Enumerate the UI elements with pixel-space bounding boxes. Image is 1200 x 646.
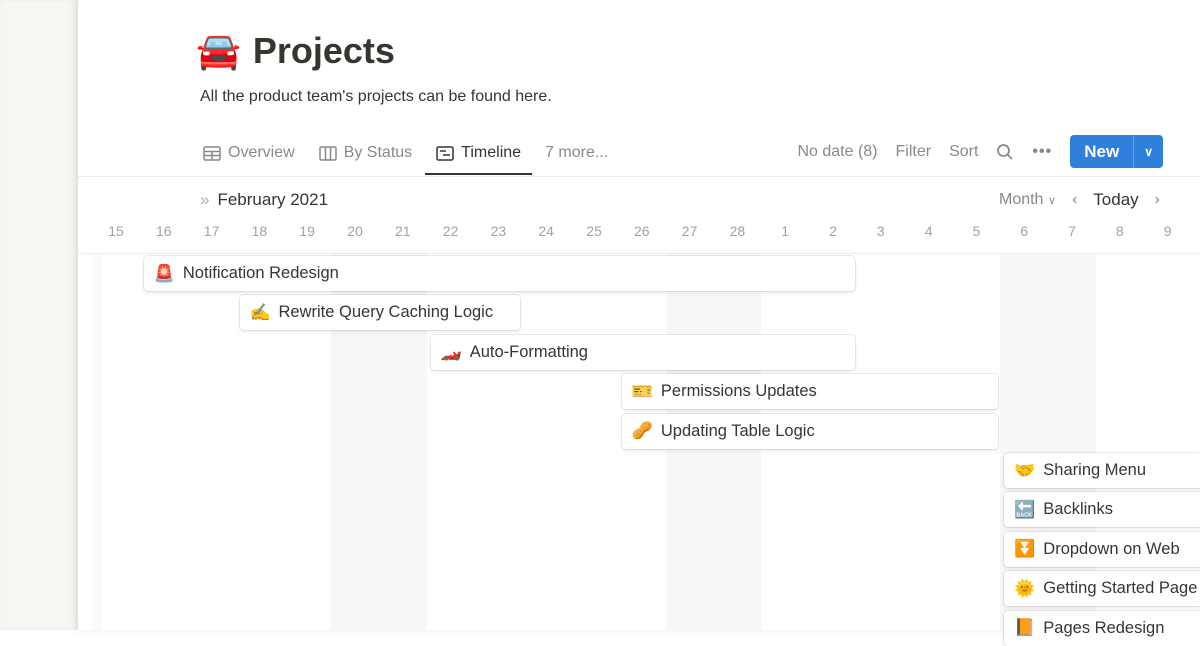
day-label: 18 [251, 223, 268, 239]
day-label: 6 [1020, 223, 1029, 239]
scale-dropdown[interactable]: Month ∨ [999, 191, 1056, 209]
item-icon: ✍️ [249, 302, 271, 322]
tab-timeline[interactable]: Timeline [425, 133, 532, 175]
no-date-button[interactable]: No date (8) [797, 142, 878, 160]
scale-label: Month [998, 191, 1044, 208]
day-label: 24 [538, 223, 554, 239]
day-label: 20 [347, 223, 363, 239]
database-toolbar: No date (8) Filter Sort ••• New ∨ [797, 135, 1163, 168]
item-icon: 🔙 [1014, 499, 1036, 519]
timeline-item[interactable]: 🏎️ Auto-Formatting [430, 334, 855, 370]
page-title: 🚘 Projects [196, 30, 395, 72]
item-name: Updating Table Logic [660, 421, 815, 440]
day-label: 19 [299, 223, 315, 239]
tab-label: 7 more... [545, 144, 609, 161]
day-label: 5 [972, 223, 981, 239]
item-name: Pages Redesign [1043, 618, 1165, 637]
item-icon: 🌞 [1014, 578, 1036, 598]
main-content: 🚘 Projects All the product team's projec… [78, 0, 1200, 646]
tab-label: By Status [343, 144, 413, 161]
item-icon: 🚨 [153, 263, 176, 283]
timeline-item[interactable]: ✍️ Rewrite Query Caching Logic [239, 295, 521, 331]
tab-label: Overview [228, 144, 295, 161]
divider [78, 176, 1200, 177]
day-label: 16 [156, 223, 172, 239]
month-label: February 2021 [217, 190, 329, 209]
item-name: Rewrite Query Caching Logic [278, 303, 494, 322]
item-icon: ⏬ [1014, 539, 1036, 559]
item-icon: 🤝 [1014, 460, 1036, 480]
page-description: All the product team's projects can be f… [200, 88, 552, 105]
more-options-icon[interactable]: ••• [1032, 142, 1053, 160]
day-label: 22 [442, 223, 459, 239]
item-name: Notification Redesign [182, 264, 339, 282]
day-label: 27 [681, 223, 698, 239]
new-button[interactable]: New ∨ [1070, 135, 1163, 168]
next-icon[interactable]: › [1154, 191, 1160, 208]
timeline-item[interactable]: 🔙 Backlinks [1004, 492, 1200, 528]
timeline-item[interactable]: 📙 Pages Redesign [1004, 610, 1200, 646]
item-name: Permissions Updates [660, 382, 817, 401]
timeline-item[interactable]: 🚨 Notification Redesign [143, 256, 855, 291]
timeline-item[interactable]: 🤝 Sharing Menu [1004, 453, 1200, 488]
double-chevron-icon[interactable]: » [200, 190, 210, 209]
view-tabs: Overview By Status Timeline 7 more... [200, 133, 629, 176]
day-label: 3 [876, 223, 885, 239]
day-label: 7 [1068, 223, 1076, 239]
item-icon: 🥜 [631, 421, 654, 441]
board-icon [318, 145, 337, 161]
chevron-down-icon[interactable]: ∨ [1133, 135, 1163, 168]
page-title-text[interactable]: Projects [252, 30, 395, 71]
day-label: 2 [829, 223, 837, 239]
tab-overview[interactable]: Overview [200, 133, 298, 173]
timeline-item[interactable]: 🌞 Getting Started Page [1004, 571, 1200, 607]
item-icon: 🎫 [631, 381, 654, 401]
timeline-icon [436, 145, 454, 161]
item-icon: 🏎️ [440, 342, 462, 362]
day-label: 1 [781, 223, 790, 239]
item-name: Auto-Formatting [469, 342, 588, 361]
day-label: 8 [1115, 223, 1124, 239]
day-label: 15 [108, 223, 124, 239]
divider [78, 253, 1200, 254]
day-label: 17 [203, 223, 220, 239]
day-label: 23 [490, 223, 507, 239]
item-icon: 📙 [1014, 618, 1036, 638]
item-name: Backlinks [1043, 500, 1113, 519]
day-label: 28 [729, 223, 746, 239]
item-name: Getting Started Page [1043, 579, 1198, 598]
sidebar [0, 0, 78, 630]
sort-button[interactable]: Sort [949, 142, 979, 160]
tab-by-status[interactable]: By Status [316, 133, 415, 173]
timeline-item[interactable]: 🎫 Permissions Updates [621, 374, 999, 410]
chevron-down-icon: ∨ [1047, 195, 1056, 207]
search-icon[interactable] [996, 143, 1014, 161]
timeline-month: » February 2021 [200, 190, 328, 210]
grid-edge [92, 254, 102, 630]
item-name: Sharing Menu [1043, 461, 1147, 479]
day-label: 25 [586, 223, 602, 239]
table-icon [203, 145, 221, 161]
timeline-item[interactable]: ⏬ Dropdown on Web [1004, 531, 1200, 567]
prev-icon[interactable]: ‹ [1071, 191, 1078, 208]
day-label: 21 [395, 223, 411, 239]
tab-label: Timeline [461, 144, 522, 161]
weekend-column [1000, 254, 1096, 630]
day-label: 26 [634, 223, 650, 239]
filter-button[interactable]: Filter [895, 142, 932, 160]
new-label: New [1084, 141, 1120, 161]
today-button[interactable]: Today [1093, 190, 1139, 209]
day-label: 9 [1163, 223, 1172, 239]
item-name: Dropdown on Web [1043, 539, 1180, 558]
day-label: 4 [924, 223, 933, 239]
timeline-nav: Month ∨ ‹ Today › [999, 190, 1160, 210]
tab-more-views[interactable]: 7 more... [542, 133, 611, 173]
timeline-item[interactable]: 🥜 Updating Table Logic [621, 413, 999, 449]
day-header: 15 16 17 18 19 20 21 22 23 24 25 26 27 28 1 2 3 4 5 6 7 8 9 [78, 223, 1200, 241]
page-icon[interactable]: 🚘 [196, 30, 241, 71]
